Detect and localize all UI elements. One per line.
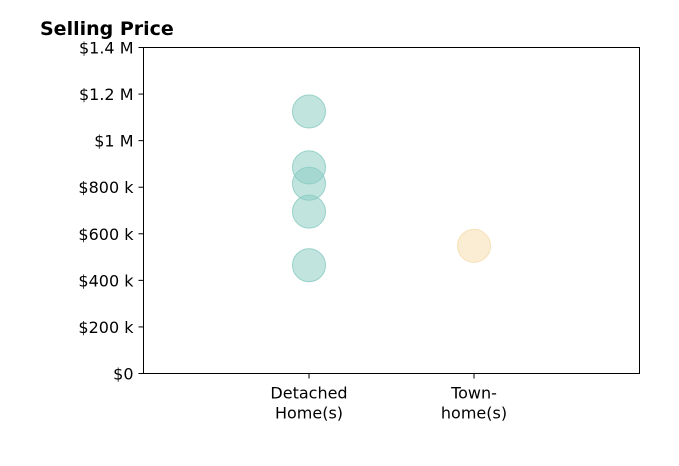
x-tick-label: home(s) bbox=[441, 404, 507, 423]
y-tick-label: $1 M bbox=[94, 132, 133, 151]
x-tick-label: Home(s) bbox=[275, 404, 343, 423]
y-tick-label: $200 k bbox=[78, 318, 134, 337]
y-tick-label: $1.4 M bbox=[79, 39, 134, 58]
y-tick-label: $1.2 M bbox=[79, 85, 134, 104]
y-axis: $0 $200 k $400 k $600 k $800 k $1 M $1.2 M $1.4… bbox=[78, 39, 144, 384]
y-tick-label: $600 k bbox=[78, 225, 134, 244]
data-point bbox=[292, 248, 326, 283]
data-points bbox=[292, 94, 491, 283]
x-tick-label: Town- bbox=[450, 384, 497, 403]
data-point bbox=[457, 228, 491, 263]
data-point bbox=[292, 194, 326, 229]
y-tick-label: $400 k bbox=[78, 271, 134, 290]
y-tick-label: $0 bbox=[113, 365, 133, 384]
plot-area-frame bbox=[143, 47, 640, 374]
y-tick-label: $800 k bbox=[78, 178, 134, 197]
chart-title: Selling Price bbox=[40, 18, 174, 40]
x-tick-label: Detached bbox=[270, 384, 347, 403]
data-point bbox=[292, 94, 326, 129]
